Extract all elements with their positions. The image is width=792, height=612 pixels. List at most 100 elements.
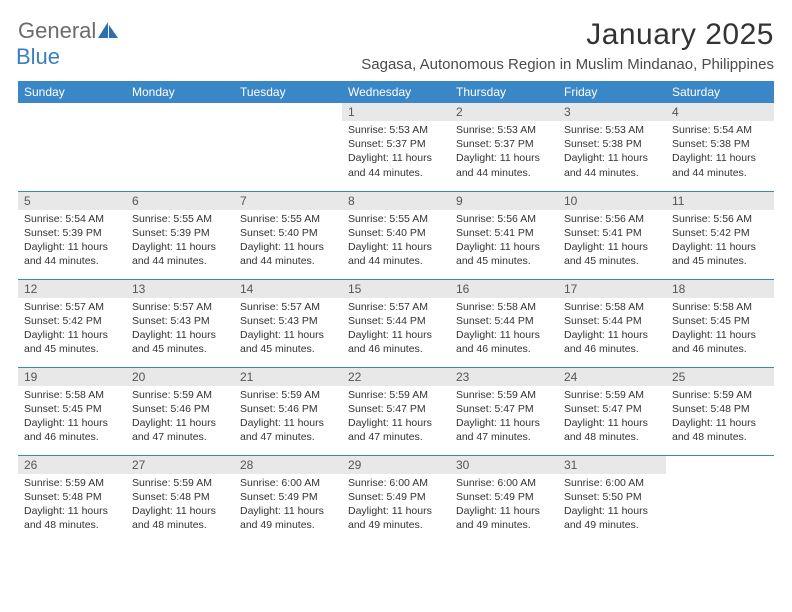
day-info-line: Daylight: 11 hours	[240, 416, 336, 430]
day-info-line: Sunset: 5:40 PM	[348, 226, 444, 240]
calendar-cell: 22Sunrise: 5:59 AMSunset: 5:47 PMDayligh…	[342, 367, 450, 455]
day-info-line: and 44 minutes.	[456, 166, 552, 180]
day-info: Sunrise: 5:59 AMSunset: 5:46 PMDaylight:…	[126, 386, 234, 449]
day-number: 27	[126, 456, 234, 474]
day-info-line: Daylight: 11 hours	[672, 240, 768, 254]
day-number: 24	[558, 368, 666, 386]
day-info-line: Sunrise: 5:59 AM	[24, 476, 120, 490]
day-info: Sunrise: 5:59 AMSunset: 5:47 PMDaylight:…	[342, 386, 450, 449]
day-info-line: Sunrise: 6:00 AM	[456, 476, 552, 490]
day-info-line: and 45 minutes.	[564, 254, 660, 268]
day-info-line: Sunrise: 5:55 AM	[132, 212, 228, 226]
day-info: Sunrise: 5:57 AMSunset: 5:42 PMDaylight:…	[18, 298, 126, 361]
day-info-line: Sunrise: 5:56 AM	[564, 212, 660, 226]
day-info-line: and 44 minutes.	[672, 166, 768, 180]
day-info-line: Daylight: 11 hours	[240, 504, 336, 518]
day-info: Sunrise: 5:59 AMSunset: 5:48 PMDaylight:…	[126, 474, 234, 537]
day-number: 22	[342, 368, 450, 386]
day-info-line: Sunrise: 5:59 AM	[348, 388, 444, 402]
calendar-cell: 21Sunrise: 5:59 AMSunset: 5:46 PMDayligh…	[234, 367, 342, 455]
calendar-cell	[18, 103, 126, 191]
calendar-cell	[666, 455, 774, 543]
calendar-cell: 16Sunrise: 5:58 AMSunset: 5:44 PMDayligh…	[450, 279, 558, 367]
calendar-cell: 18Sunrise: 5:58 AMSunset: 5:45 PMDayligh…	[666, 279, 774, 367]
weekday-header: Wednesday	[342, 81, 450, 103]
day-number: 5	[18, 192, 126, 210]
calendar-cell: 15Sunrise: 5:57 AMSunset: 5:44 PMDayligh…	[342, 279, 450, 367]
day-info-line: Sunset: 5:37 PM	[456, 137, 552, 151]
day-number: 26	[18, 456, 126, 474]
calendar-week-row: 12Sunrise: 5:57 AMSunset: 5:42 PMDayligh…	[18, 279, 774, 367]
day-info-line: Sunset: 5:49 PM	[456, 490, 552, 504]
day-info: Sunrise: 5:56 AMSunset: 5:42 PMDaylight:…	[666, 210, 774, 273]
day-info-line: and 45 minutes.	[132, 342, 228, 356]
day-info-line: and 45 minutes.	[240, 342, 336, 356]
day-info-line: Sunrise: 5:57 AM	[240, 300, 336, 314]
day-info-line: Sunset: 5:44 PM	[348, 314, 444, 328]
day-number: 6	[126, 192, 234, 210]
day-info-line: and 46 minutes.	[672, 342, 768, 356]
day-info-line: Sunset: 5:47 PM	[348, 402, 444, 416]
day-info-line: Sunrise: 5:53 AM	[564, 123, 660, 137]
day-info-line: Sunrise: 6:00 AM	[564, 476, 660, 490]
day-info-line: Daylight: 11 hours	[348, 504, 444, 518]
day-info: Sunrise: 5:53 AMSunset: 5:38 PMDaylight:…	[558, 121, 666, 184]
day-info-line: Sunrise: 5:59 AM	[240, 388, 336, 402]
calendar-cell: 29Sunrise: 6:00 AMSunset: 5:49 PMDayligh…	[342, 455, 450, 543]
calendar-cell: 2Sunrise: 5:53 AMSunset: 5:37 PMDaylight…	[450, 103, 558, 191]
calendar-cell: 19Sunrise: 5:58 AMSunset: 5:45 PMDayligh…	[18, 367, 126, 455]
day-number: 19	[18, 368, 126, 386]
day-info-line: Daylight: 11 hours	[240, 240, 336, 254]
day-info: Sunrise: 5:54 AMSunset: 5:39 PMDaylight:…	[18, 210, 126, 273]
calendar-cell: 11Sunrise: 5:56 AMSunset: 5:42 PMDayligh…	[666, 191, 774, 279]
weekday-header: Monday	[126, 81, 234, 103]
brand-logo: General Blue	[18, 18, 118, 70]
calendar-cell: 10Sunrise: 5:56 AMSunset: 5:41 PMDayligh…	[558, 191, 666, 279]
day-info-line: Sunrise: 5:59 AM	[456, 388, 552, 402]
day-info-line: Daylight: 11 hours	[564, 504, 660, 518]
day-info-line: and 48 minutes.	[24, 518, 120, 532]
day-info: Sunrise: 5:59 AMSunset: 5:46 PMDaylight:…	[234, 386, 342, 449]
calendar-cell: 3Sunrise: 5:53 AMSunset: 5:38 PMDaylight…	[558, 103, 666, 191]
day-info-line: Sunset: 5:49 PM	[348, 490, 444, 504]
day-info: Sunrise: 5:53 AMSunset: 5:37 PMDaylight:…	[342, 121, 450, 184]
day-info: Sunrise: 5:58 AMSunset: 5:44 PMDaylight:…	[450, 298, 558, 361]
day-number: 14	[234, 280, 342, 298]
weekday-header: Sunday	[18, 81, 126, 103]
day-info-line: Daylight: 11 hours	[132, 240, 228, 254]
day-info-line: Sunrise: 5:59 AM	[132, 388, 228, 402]
day-number: 18	[666, 280, 774, 298]
day-info-line: Sunrise: 5:59 AM	[564, 388, 660, 402]
day-number: 1	[342, 103, 450, 121]
day-info-line: Daylight: 11 hours	[24, 416, 120, 430]
day-info: Sunrise: 5:59 AMSunset: 5:48 PMDaylight:…	[666, 386, 774, 449]
day-info-line: Sunset: 5:38 PM	[672, 137, 768, 151]
day-info-line: and 45 minutes.	[672, 254, 768, 268]
day-info-line: Sunrise: 5:56 AM	[456, 212, 552, 226]
day-info-line: and 44 minutes.	[348, 166, 444, 180]
day-info: Sunrise: 5:55 AMSunset: 5:40 PMDaylight:…	[342, 210, 450, 273]
calendar-table: SundayMondayTuesdayWednesdayThursdayFrid…	[18, 81, 774, 543]
calendar-cell	[234, 103, 342, 191]
calendar-cell: 24Sunrise: 5:59 AMSunset: 5:47 PMDayligh…	[558, 367, 666, 455]
day-info-line: Sunrise: 5:53 AM	[456, 123, 552, 137]
day-info-line: Sunset: 5:48 PM	[132, 490, 228, 504]
weekday-header-row: SundayMondayTuesdayWednesdayThursdayFrid…	[18, 81, 774, 103]
calendar-week-row: 19Sunrise: 5:58 AMSunset: 5:45 PMDayligh…	[18, 367, 774, 455]
day-info-line: and 47 minutes.	[456, 430, 552, 444]
day-info-line: and 48 minutes.	[132, 518, 228, 532]
day-info-line: and 44 minutes.	[348, 254, 444, 268]
day-info-line: Daylight: 11 hours	[240, 328, 336, 342]
day-number: 16	[450, 280, 558, 298]
day-info-line: and 44 minutes.	[132, 254, 228, 268]
day-number: 8	[342, 192, 450, 210]
day-info-line: Daylight: 11 hours	[348, 416, 444, 430]
day-info: Sunrise: 5:53 AMSunset: 5:37 PMDaylight:…	[450, 121, 558, 184]
day-info-line: Sunset: 5:39 PM	[24, 226, 120, 240]
day-info-line: and 45 minutes.	[456, 254, 552, 268]
day-info-line: and 45 minutes.	[24, 342, 120, 356]
day-info-line: Daylight: 11 hours	[672, 151, 768, 165]
day-number: 12	[18, 280, 126, 298]
day-number: 4	[666, 103, 774, 121]
weekday-header: Thursday	[450, 81, 558, 103]
